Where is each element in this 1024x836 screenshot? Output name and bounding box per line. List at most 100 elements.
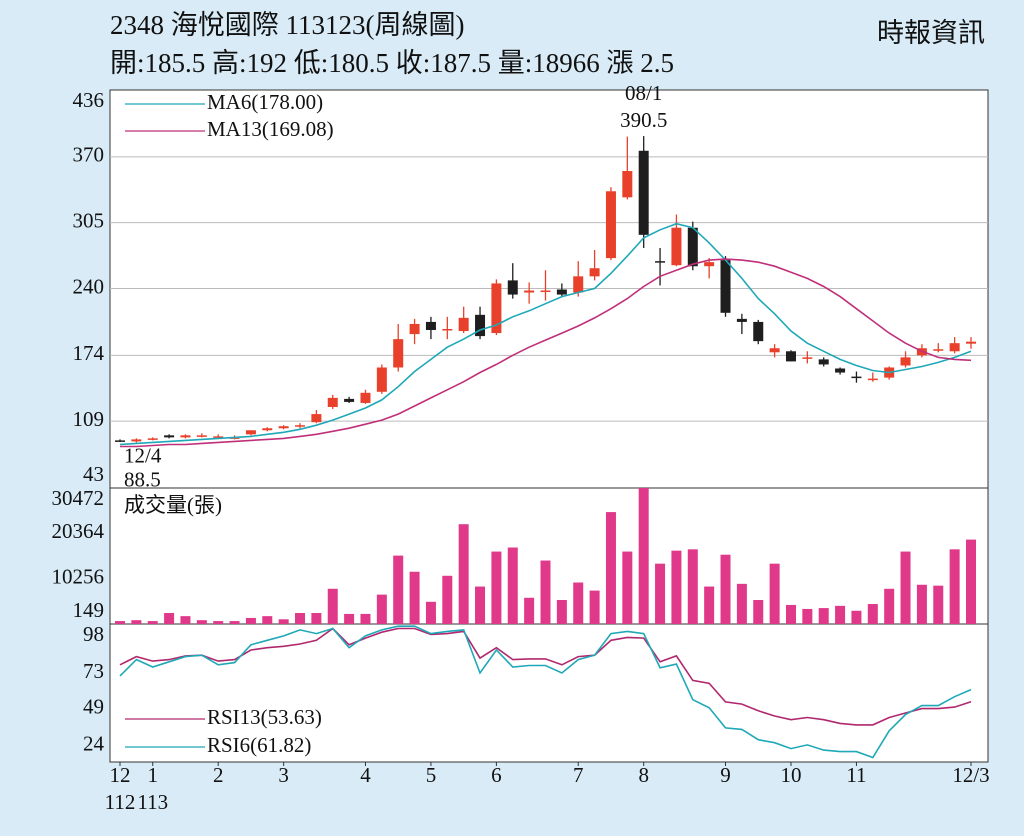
y-tick-label: 10256 bbox=[52, 564, 105, 588]
candle-body bbox=[605, 191, 616, 259]
candle-body bbox=[556, 289, 567, 295]
x-tick-label: 2 bbox=[213, 763, 224, 787]
volume-bar bbox=[851, 610, 862, 624]
candle-body bbox=[966, 341, 976, 344]
volume-bar bbox=[475, 586, 486, 624]
candle-body bbox=[524, 290, 535, 293]
volume-bar bbox=[638, 488, 649, 624]
x-tick-label: 11 bbox=[846, 763, 866, 787]
volume-bar bbox=[311, 613, 322, 624]
candle-body bbox=[327, 397, 338, 407]
candle-body bbox=[213, 436, 224, 438]
y-tick-label: 43 bbox=[83, 462, 104, 486]
candle-body bbox=[442, 329, 453, 331]
volume-bar bbox=[278, 619, 289, 624]
volume-bar bbox=[507, 547, 518, 624]
candle-body bbox=[835, 368, 846, 373]
volume-bar bbox=[540, 560, 551, 624]
volume-bar bbox=[425, 601, 436, 624]
candle-body bbox=[818, 359, 829, 365]
volume-bar bbox=[360, 613, 371, 624]
volume-bar bbox=[327, 588, 338, 624]
volume-bar bbox=[802, 608, 813, 624]
volume-bar bbox=[458, 524, 469, 624]
candle-body bbox=[147, 438, 158, 440]
x-tick-label: 3 bbox=[278, 763, 289, 787]
candle-body bbox=[949, 343, 960, 352]
candle-body bbox=[164, 435, 175, 438]
candle-body bbox=[753, 321, 764, 342]
series-line bbox=[119, 627, 972, 726]
volume-bar bbox=[605, 512, 616, 624]
x-tick-label: 12/3 bbox=[952, 763, 989, 787]
y-tick-label: 370 bbox=[73, 143, 105, 167]
x-tick-label: 1 bbox=[147, 763, 158, 787]
volume-bar bbox=[753, 600, 764, 624]
candle-body bbox=[638, 150, 649, 235]
volume-bar bbox=[180, 616, 191, 624]
x-tick-label: 5 bbox=[426, 763, 437, 787]
series-line bbox=[119, 222, 972, 446]
candle-body bbox=[180, 435, 191, 438]
volume-bar bbox=[818, 608, 829, 624]
candle-body bbox=[262, 428, 273, 431]
volume-bar bbox=[147, 621, 158, 624]
volume-bar bbox=[213, 621, 224, 624]
legend-label: RSI13(53.63) bbox=[207, 705, 322, 729]
volume-bar bbox=[933, 585, 944, 624]
candle-body bbox=[245, 430, 256, 435]
candle-body bbox=[115, 440, 125, 442]
annotation: 390.5 bbox=[620, 108, 667, 132]
candle-body bbox=[671, 227, 682, 266]
volume-bar bbox=[245, 617, 256, 624]
candle-body bbox=[491, 283, 502, 334]
volume-bar bbox=[720, 554, 731, 624]
candle-body bbox=[704, 262, 715, 267]
volume-bar bbox=[524, 597, 535, 624]
volume-bar bbox=[835, 605, 846, 624]
candle-body bbox=[376, 367, 387, 392]
source: 時報資訊 bbox=[877, 18, 985, 48]
volume-bar bbox=[769, 563, 780, 624]
candle-body bbox=[131, 439, 142, 442]
candle-body bbox=[295, 425, 306, 427]
volume-bar bbox=[115, 621, 125, 624]
legend-label: 成交量(張) bbox=[124, 493, 222, 517]
y-tick-label: 20364 bbox=[52, 519, 105, 543]
candle-body bbox=[540, 290, 551, 293]
candle-body bbox=[655, 261, 666, 263]
volume-bar bbox=[916, 584, 927, 624]
candle-body bbox=[475, 314, 486, 337]
candle-body bbox=[769, 348, 780, 353]
volume-bar bbox=[376, 594, 387, 624]
y-tick-label: 305 bbox=[73, 208, 105, 232]
candle-body bbox=[720, 260, 731, 313]
candle-body bbox=[867, 378, 878, 381]
candle-body bbox=[507, 280, 518, 295]
chart-title: 2348 海悅國際 113123(周線圖) bbox=[110, 10, 464, 40]
legend-label: MA13(169.08) bbox=[207, 117, 334, 141]
candle-body bbox=[573, 276, 584, 293]
volume-bar bbox=[393, 555, 404, 624]
volume-bar bbox=[131, 620, 142, 624]
year-label: 112 bbox=[105, 790, 136, 814]
quote: 開:185.5 高:192 低:180.5 收:187.5 量:18966 漲 … bbox=[110, 48, 674, 78]
volume-bar bbox=[900, 551, 911, 624]
volume-bar bbox=[295, 613, 306, 624]
x-tick-label: 10 bbox=[780, 763, 801, 787]
volume-bar bbox=[196, 620, 207, 624]
candle-body bbox=[425, 321, 436, 331]
volume-bar bbox=[687, 549, 698, 624]
volume-bar bbox=[867, 604, 878, 624]
x-tick-label: 12 bbox=[110, 763, 131, 787]
volume-bar bbox=[671, 550, 682, 624]
y-tick-label: 98 bbox=[83, 622, 104, 646]
volume-bar bbox=[262, 616, 273, 624]
volume-bar bbox=[573, 582, 584, 624]
volume-bar bbox=[164, 613, 175, 624]
volume-bar bbox=[442, 575, 453, 624]
volume-bar bbox=[622, 551, 633, 624]
volume-bar bbox=[409, 571, 420, 624]
candle-body bbox=[589, 268, 600, 277]
x-tick-label: 8 bbox=[638, 763, 649, 787]
